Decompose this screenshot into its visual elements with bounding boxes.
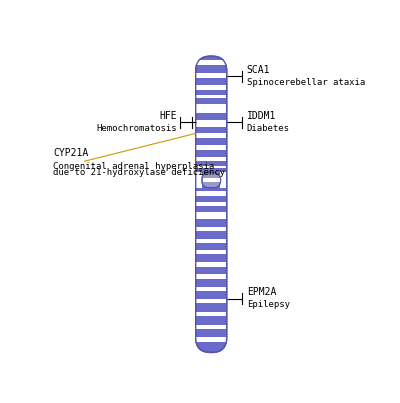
Text: IDDM1: IDDM1 (247, 111, 276, 120)
Bar (196, 104, 226, 113)
Text: Hemochromatosis: Hemochromatosis (96, 124, 177, 133)
Bar (196, 157, 226, 161)
Bar (196, 250, 226, 254)
Text: SCA1: SCA1 (247, 65, 270, 75)
Bar (203, 179, 220, 182)
Text: Congenital adrenal hyperplasia: Congenital adrenal hyperplasia (53, 162, 214, 171)
Bar (196, 191, 226, 196)
Bar (196, 337, 226, 342)
Bar (196, 145, 226, 150)
Text: EPM2A: EPM2A (247, 287, 276, 297)
FancyBboxPatch shape (202, 173, 220, 188)
Bar (195, 172, 202, 188)
Bar (220, 172, 227, 188)
Text: Diabetes: Diabetes (247, 124, 290, 133)
Text: HFE: HFE (160, 111, 177, 120)
Text: Epilepsy: Epilepsy (247, 300, 290, 310)
Bar (196, 312, 226, 316)
Bar (196, 95, 226, 98)
Bar (196, 133, 226, 138)
Bar (196, 227, 226, 231)
Bar (196, 73, 226, 78)
Bar (196, 324, 226, 329)
Bar (196, 120, 226, 127)
Text: Spinocerebellar ataxia: Spinocerebellar ataxia (247, 78, 365, 87)
Text: due to 21-hydroxylase deficiency: due to 21-hydroxylase deficiency (53, 168, 225, 177)
Text: CYP21A: CYP21A (53, 148, 88, 158)
Bar (196, 212, 226, 219)
Bar (196, 85, 226, 89)
Bar (196, 60, 226, 65)
Bar (196, 287, 226, 291)
Bar (196, 202, 226, 206)
Bar (196, 262, 226, 267)
Bar (196, 166, 226, 168)
Bar (196, 299, 226, 303)
Bar (196, 239, 226, 243)
FancyBboxPatch shape (196, 56, 227, 353)
Bar (196, 274, 226, 278)
